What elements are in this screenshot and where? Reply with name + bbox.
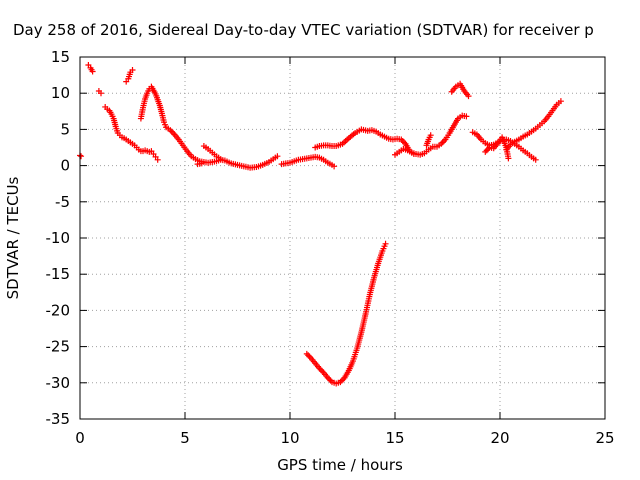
data-point — [439, 139, 446, 146]
y-tick-label: -25 — [46, 338, 71, 356]
x-tick-label: 5 — [180, 429, 190, 447]
y-tick-label: -35 — [46, 410, 71, 428]
data-point — [532, 156, 539, 163]
y-tick-labels: 15 10 5 0 -5 -10 -15 -20 -25 -30 -35 — [46, 48, 71, 428]
data-point — [129, 67, 136, 74]
data-point — [505, 155, 512, 162]
data-point — [319, 368, 326, 375]
axis-ticks — [79, 56, 606, 420]
data-point — [217, 156, 224, 163]
x-tick-label: 0 — [75, 429, 85, 447]
y-tick-label: 0 — [60, 157, 70, 175]
y-tick-label: 10 — [51, 84, 70, 102]
data-point — [198, 160, 205, 167]
x-tick-label: 15 — [385, 429, 404, 447]
data-point — [303, 350, 310, 357]
data-point — [465, 93, 472, 100]
x-tick-label: 25 — [595, 429, 614, 447]
data-point — [306, 353, 313, 360]
y-tick-label: -30 — [46, 374, 71, 392]
data-point — [154, 156, 161, 163]
data-point — [441, 137, 447, 144]
x-tick-label: 10 — [280, 429, 299, 447]
data-point — [482, 148, 489, 155]
data-point — [78, 153, 85, 160]
data-point — [463, 113, 470, 120]
grid — [80, 57, 605, 419]
y-tick-label: -20 — [46, 301, 71, 319]
y-tick-label: -10 — [46, 229, 71, 247]
data-point — [382, 240, 389, 247]
y-tick-label: -5 — [55, 193, 70, 211]
data-point — [98, 90, 104, 97]
chart-title: Day 258 of 2016, Sidereal Day-to-day VTE… — [13, 21, 594, 39]
data-point — [89, 68, 96, 75]
data-point — [317, 366, 324, 373]
x-tick-label: 20 — [490, 429, 509, 447]
y-axis-label: SDTVAR / TECUs — [4, 176, 22, 299]
data-point — [326, 376, 333, 383]
x-tick-labels: 0 5 10 15 20 25 — [75, 429, 614, 447]
y-tick-label: 5 — [60, 120, 70, 138]
y-tick-label: -15 — [46, 265, 71, 283]
y-tick-label: 15 — [51, 48, 70, 66]
data-point — [274, 153, 281, 160]
data-points — [77, 61, 564, 387]
data-point — [305, 352, 312, 359]
data-point — [485, 145, 492, 152]
data-point — [427, 132, 434, 139]
data-point — [170, 130, 177, 137]
data-point — [331, 163, 338, 170]
x-axis-label: GPS time / hours — [277, 456, 403, 474]
data-point — [168, 128, 175, 135]
data-point — [557, 98, 564, 105]
